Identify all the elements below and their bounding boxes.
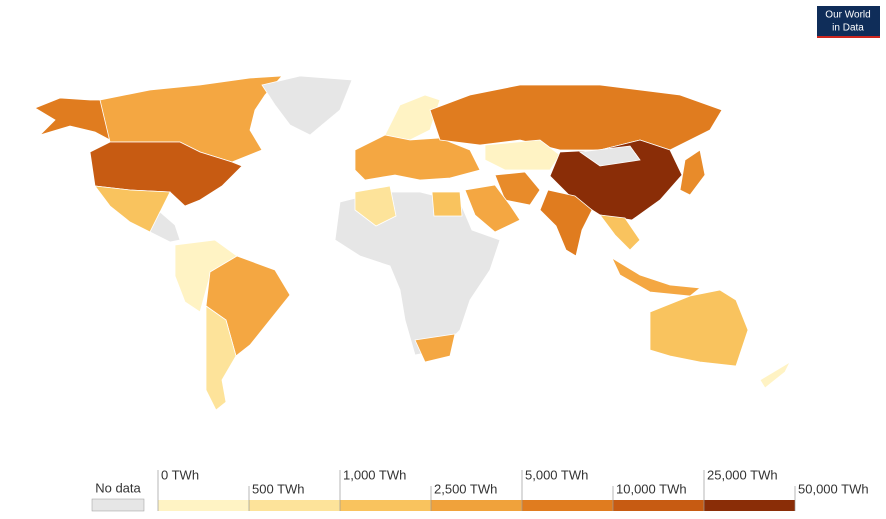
legend-label: No data (95, 480, 141, 495)
country (578, 145, 641, 167)
logo: Our World in Data (817, 6, 880, 38)
country (174, 239, 238, 313)
country (549, 139, 683, 221)
legend-bin (431, 500, 522, 511)
legend-tick-label: 50,000 TWh (798, 481, 869, 496)
world-map (34, 75, 791, 411)
country (34, 97, 111, 141)
legend-bin (158, 500, 249, 511)
legend: No data 0 TWh 500 TWh 1,000 TWh 2,500 TWh 5,… (91, 467, 869, 512)
country (464, 184, 521, 233)
legend-bin (249, 500, 340, 511)
legend-tick-label: 25,000 TWh (707, 467, 778, 482)
country (431, 191, 463, 217)
logo-text: in Data (832, 23, 864, 34)
logo-underline (817, 36, 880, 38)
country (205, 305, 237, 411)
country (354, 185, 397, 227)
country (759, 360, 791, 389)
legend-tick-label: 10,000 TWh (616, 481, 687, 496)
legend-bin (613, 500, 704, 511)
country (334, 191, 501, 356)
legend-bin (340, 500, 431, 511)
country (611, 256, 702, 297)
legend-bin (522, 500, 613, 511)
legend-tick-label: 2,500 TWh (434, 481, 497, 496)
no-data-swatch (91, 498, 145, 512)
legend-tick-label: 5,000 TWh (525, 467, 588, 482)
country (649, 289, 749, 367)
country (414, 333, 456, 363)
country (261, 75, 353, 136)
country (354, 134, 481, 181)
legend-tick-label: 0 TWh (161, 467, 199, 482)
country (539, 189, 593, 257)
country (149, 211, 181, 243)
country (429, 84, 723, 151)
logo-text: Our World (825, 10, 870, 21)
legend-bin (704, 500, 795, 511)
country (384, 94, 441, 141)
country (484, 139, 561, 171)
legend-tick-label: 500 TWh (252, 481, 305, 496)
country (599, 214, 641, 251)
country (679, 149, 706, 196)
logo-box (817, 6, 880, 38)
legend-tick-label: 1,000 TWh (343, 467, 406, 482)
